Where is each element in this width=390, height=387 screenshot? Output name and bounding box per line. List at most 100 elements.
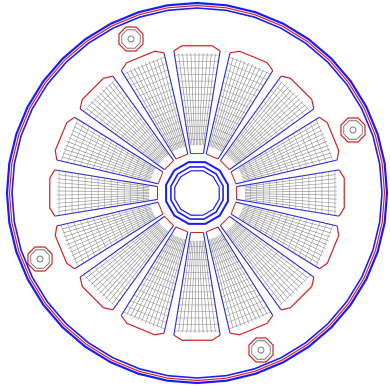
lamination-line (182, 240, 193, 333)
lamination-cross-line (126, 122, 147, 143)
lamination-line (220, 234, 268, 315)
lamination-line (141, 236, 179, 322)
sector-divider (217, 70, 274, 160)
lamination-line (145, 237, 180, 324)
lamination-line (203, 54, 216, 146)
lamination-cross-line (213, 255, 236, 266)
lamination-line (152, 238, 183, 327)
lamination-line (141, 64, 179, 150)
lamination-line (242, 206, 332, 234)
sector-inner-edge (220, 160, 230, 170)
lamination-line (190, 53, 196, 146)
lamination-cross-line (73, 221, 90, 260)
lamination-line (242, 207, 331, 238)
lamination-cross-line (310, 223, 327, 264)
lamination-cross-line (218, 101, 247, 114)
lamination-line (230, 227, 295, 294)
lamination-sector (173, 45, 221, 155)
lamination-line (213, 61, 246, 148)
lamination-cross-line (140, 88, 173, 103)
lamination-cross-line (219, 277, 250, 291)
lamination-line (218, 235, 261, 319)
lamination-line (203, 240, 216, 332)
lamination-line (244, 174, 336, 187)
lamination-line (241, 210, 328, 245)
lamination-cross-line (136, 235, 155, 254)
lamination-line (71, 129, 155, 172)
lamination-line (233, 101, 304, 162)
mounting-bolt-icon (27, 246, 53, 272)
sector-divider (79, 215, 165, 278)
lamination-line (186, 240, 194, 333)
lamination-cross-line (147, 272, 176, 285)
sector-divider (219, 225, 282, 311)
lamination-cross-line (287, 217, 302, 250)
lamination-line (240, 211, 326, 249)
sector-outer-edge (49, 169, 56, 217)
lamination-cross-line (79, 220, 96, 257)
lamination-line (239, 215, 321, 260)
lamination-cross-line (253, 208, 263, 229)
lamination-sector (49, 169, 159, 217)
lamination-line (225, 230, 283, 305)
lamination-cross-line (210, 133, 229, 142)
sector-outer-edge (338, 169, 345, 217)
lamination-cross-line (298, 220, 315, 257)
lamination-cross-line (92, 136, 107, 169)
lamination-line (238, 216, 319, 264)
lamination-line (240, 137, 326, 175)
lamination-cross-line (274, 270, 306, 302)
lamination-line (244, 197, 337, 208)
lamination-line (96, 226, 163, 291)
lamination-line (213, 238, 246, 325)
lamination-sector (205, 50, 274, 160)
lamination-cross-line (243, 127, 263, 147)
lamination-line (73, 215, 155, 260)
lamination-line (62, 152, 152, 180)
lamination-sector (205, 226, 274, 336)
lamination-sector (230, 116, 340, 185)
lamination-cross-line (236, 138, 252, 154)
lamination-line (242, 144, 329, 177)
lamination-sectors (49, 45, 345, 341)
lamination-line (200, 53, 208, 146)
lamination-cross-line (253, 157, 263, 178)
lamination-cross-line (83, 274, 116, 307)
sector-divider (235, 201, 338, 227)
lamination-cross-line (263, 100, 290, 127)
sector-divider (163, 52, 189, 155)
lamination-cross-line (144, 95, 175, 109)
lamination-cross-line (147, 228, 162, 243)
lamination-line (242, 152, 332, 180)
lamination-line (62, 206, 152, 234)
sector-outer-edge (120, 50, 165, 71)
hub-inner-ring (174, 170, 220, 216)
lamination-cross-line (251, 247, 274, 270)
lamination-cross-line (86, 218, 101, 253)
lamination-line (244, 199, 336, 212)
lamination-cross-line (115, 111, 139, 135)
lamination-line (234, 104, 306, 163)
lamination-line (215, 236, 253, 322)
lamination-line (244, 193, 337, 196)
lamination-line (201, 240, 212, 333)
lamination-line (197, 240, 200, 333)
lamination-line (234, 107, 309, 165)
lamination-line (244, 182, 337, 190)
lamination-line (229, 89, 292, 158)
lamination-cross-line (151, 108, 178, 120)
lamination-cross-line (99, 95, 128, 124)
lamination-line (102, 228, 165, 297)
lamination-sector (79, 75, 175, 171)
lamination-cross-line (224, 294, 261, 311)
lamination-cross-line (304, 126, 321, 165)
sector-divider (112, 225, 175, 311)
sector-outer-edge (79, 277, 113, 311)
lamination-line (102, 89, 165, 158)
lamination-line (126, 234, 174, 315)
lamination-cross-line (266, 95, 295, 124)
lamination-cross-line (144, 277, 175, 291)
lamination-cross-line (123, 56, 166, 75)
lamination-cross-line (131, 239, 151, 259)
lamination-cross-line (154, 114, 179, 125)
